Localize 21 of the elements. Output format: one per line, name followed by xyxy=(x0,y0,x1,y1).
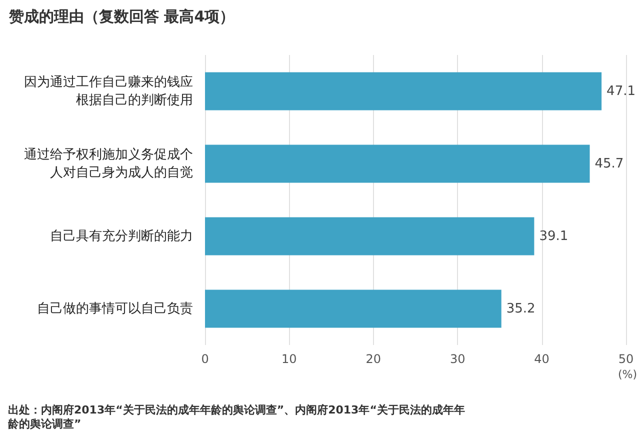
x-axis-title: (%) xyxy=(618,368,638,381)
bar xyxy=(205,290,502,328)
y-tick-label: 因为通过工作自己赚来的钱应根据自己的判断使用 xyxy=(24,74,193,108)
x-tick-label: 50 xyxy=(618,352,634,366)
x-tick-label: 40 xyxy=(534,352,550,366)
x-tick-label: 0 xyxy=(201,352,209,366)
y-tick-label: 自己具有充分判断的能力 xyxy=(50,228,193,244)
x-tick-label: 20 xyxy=(366,352,382,366)
x-tick-label: 30 xyxy=(450,352,466,366)
bar xyxy=(205,144,590,183)
bar xyxy=(205,72,602,110)
data-label: 39.1 xyxy=(539,228,568,244)
chart-title: 赞成的理由（复数回答 最高4项） xyxy=(8,8,235,26)
data-label: 35.2 xyxy=(506,301,536,316)
bar xyxy=(205,217,534,256)
y-tick-label: 自己做的事情可以自己负责 xyxy=(37,301,193,316)
x-tick-label: 10 xyxy=(282,352,297,366)
data-label: 45.7 xyxy=(594,156,624,172)
text: 出处：内阁府2013年“关于民法的成年年龄的舆论调查”、内阁府2013年“关于民法的成年年龄的舆论调查” xyxy=(7,404,465,430)
data-label: 47.1 xyxy=(606,84,636,99)
y-tick-label: 通过给予权利施加义务促成个人对自己身为成人的自觉 xyxy=(24,147,193,180)
